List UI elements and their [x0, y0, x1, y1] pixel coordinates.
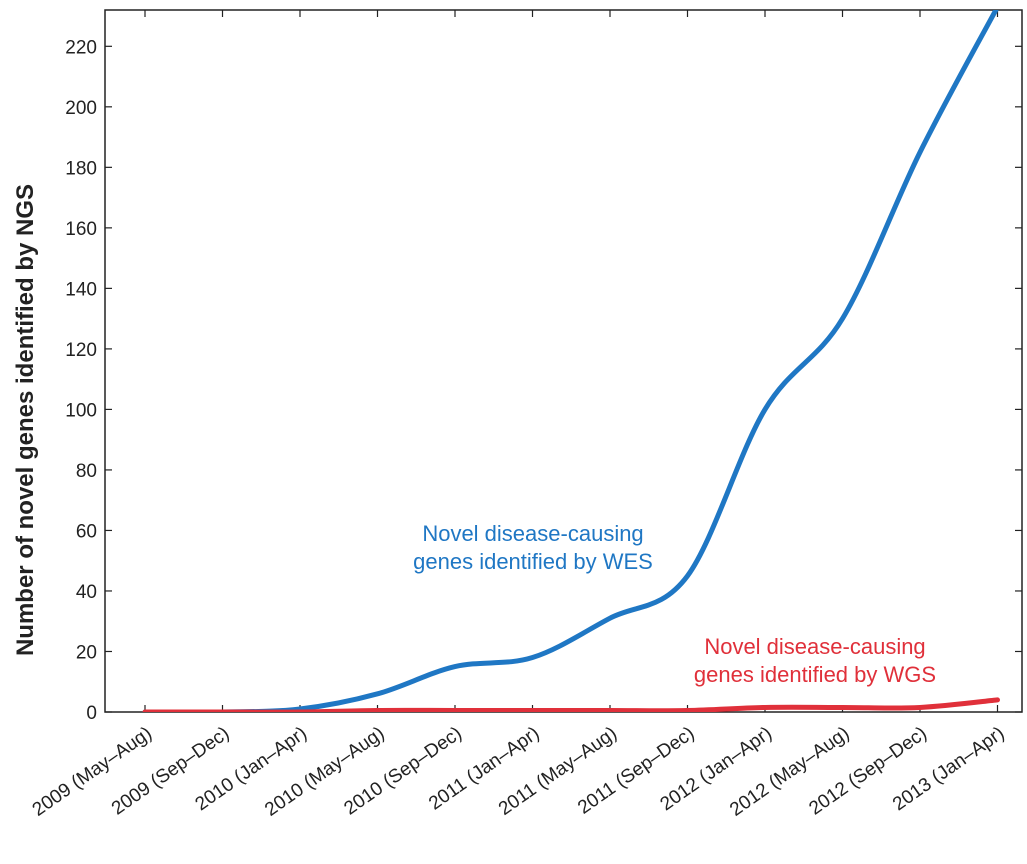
plot-frame [104, 9, 1023, 713]
series-layer [142, 10, 1000, 712]
y-tick-label: 80 [76, 461, 97, 482]
series-annotation-1: Novel disease-causing [704, 634, 925, 659]
y-tick-label: 60 [76, 521, 97, 542]
series-line-0 [142, 10, 999, 712]
series-annotation-0: Novel disease-causing [422, 521, 643, 546]
y-tick-label: 160 [65, 219, 97, 240]
y-tick-label: 180 [65, 158, 97, 179]
annotations: Novel disease-causing genes identified by… [413, 521, 936, 687]
y-tick-label: 220 [65, 37, 97, 58]
series-line-1 [142, 697, 1000, 712]
y-tick-label: 20 [76, 642, 97, 663]
series-annotation-1: genes identified by WGS [694, 662, 936, 687]
y-tick-label: 200 [65, 98, 97, 119]
y-axis-label: Number of novel genes identified by NGS [12, 184, 39, 656]
y-tick-label: 100 [65, 400, 97, 421]
series-annotation-0: genes identified by WES [413, 549, 653, 574]
y-tick-label: 0 [86, 703, 97, 724]
y-tick-label: 140 [65, 279, 97, 300]
y-tick-label: 120 [65, 340, 97, 361]
y-tick-label: 40 [76, 582, 97, 603]
